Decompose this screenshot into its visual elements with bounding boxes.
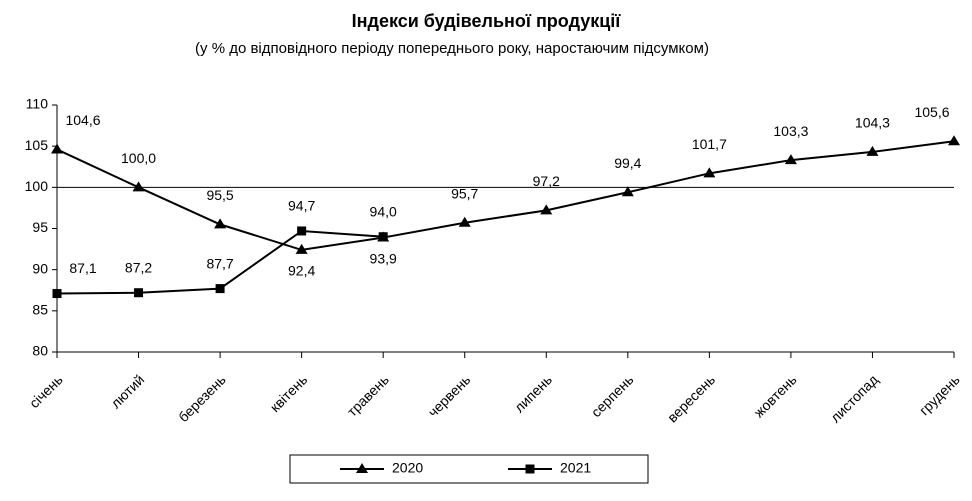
data-label: 104,3 [855, 115, 890, 131]
y-tick-label: 80 [32, 343, 48, 359]
marker [52, 289, 62, 299]
marker [51, 143, 63, 154]
x-tick-label: грудень [916, 371, 963, 418]
legend-label: 2021 [560, 460, 591, 476]
marker [214, 218, 227, 229]
y-tick-label: 95 [32, 219, 48, 235]
marker [215, 284, 225, 294]
x-tick-label: лютий [107, 371, 147, 411]
data-label: 87,2 [125, 259, 152, 275]
chart-subtitle: (у % до відповідного періоду попередньог… [195, 40, 709, 57]
marker [784, 154, 797, 165]
series-line [56, 140, 955, 251]
y-tick-label: 105 [25, 137, 49, 153]
data-label: 94,0 [370, 203, 397, 219]
data-label: 97,2 [533, 173, 560, 189]
marker [295, 243, 308, 254]
legend-label: 2020 [392, 460, 423, 476]
data-label: 95,5 [206, 187, 233, 203]
x-tick-label: червень [425, 371, 474, 420]
chart-title: Індекси будівельної продукції [352, 11, 622, 31]
marker [525, 464, 535, 474]
data-label: 87,7 [206, 255, 233, 271]
x-tick-label: жовтень [751, 371, 800, 420]
y-tick-label: 100 [25, 178, 49, 194]
x-tick-label: листопад [827, 371, 881, 425]
marker [703, 167, 716, 178]
x-tick-label: вересень [664, 371, 718, 425]
x-tick-label: квітень [267, 371, 311, 415]
data-label: 95,7 [451, 185, 478, 201]
data-label: 105,6 [914, 104, 949, 120]
data-label: 103,3 [773, 123, 808, 139]
x-tick-label: липень [511, 371, 555, 415]
marker [297, 226, 307, 236]
data-label: 92,4 [288, 263, 315, 279]
marker [132, 181, 145, 192]
marker [540, 204, 553, 215]
data-label: 104,6 [65, 112, 100, 128]
marker [378, 232, 388, 242]
data-label: 101,7 [692, 136, 727, 152]
data-label: 100,0 [121, 150, 156, 166]
y-tick-label: 90 [32, 260, 48, 276]
marker [458, 216, 471, 227]
y-tick-label: 85 [32, 302, 48, 318]
marker [356, 463, 368, 473]
marker [866, 145, 879, 156]
data-label: 93,9 [370, 250, 397, 266]
y-tick-label: 110 [26, 96, 49, 112]
data-label: 99,4 [614, 155, 641, 171]
x-tick-label: травень [344, 371, 392, 419]
x-tick-label: серпень [588, 371, 637, 420]
data-label: 87,1 [69, 260, 96, 276]
data-label: 94,7 [288, 198, 315, 214]
marker [948, 135, 960, 146]
marker [621, 186, 634, 197]
x-tick-label: березень [175, 371, 229, 425]
x-tick-label: січень [26, 371, 66, 411]
marker [134, 288, 144, 298]
